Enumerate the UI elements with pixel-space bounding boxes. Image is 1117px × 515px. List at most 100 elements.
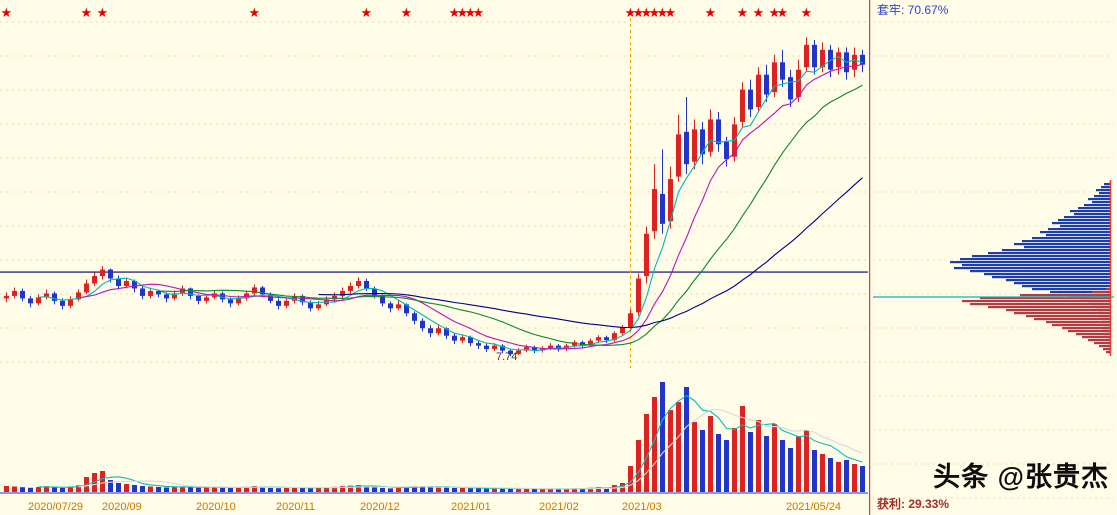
volume-bar	[164, 487, 169, 492]
volume-bar	[52, 487, 57, 492]
candle-body	[132, 281, 137, 289]
volume-bar	[348, 485, 353, 492]
chip-bar-trapped	[984, 273, 1110, 276]
candle-body	[196, 295, 201, 301]
chip-bar-profit	[1034, 318, 1110, 321]
chip-bar-trapped	[1002, 249, 1110, 252]
candle-body	[20, 290, 25, 299]
chip-bar-profit	[1092, 291, 1110, 294]
candle-body	[12, 290, 17, 296]
signal-star: ★	[777, 6, 789, 21]
volume-bar	[196, 487, 201, 492]
panel-separator-line	[869, 0, 871, 515]
candle-body	[60, 300, 65, 306]
chip-bar-profit	[1046, 321, 1110, 324]
candle-body	[404, 304, 409, 314]
volume-bar	[652, 397, 657, 492]
candle-body	[380, 295, 385, 304]
volume-bar	[12, 486, 17, 492]
candle-body	[92, 276, 97, 284]
signal-star: ★	[449, 6, 461, 21]
volume-bar	[108, 480, 113, 492]
volume-bar	[700, 430, 705, 492]
volume-bar	[500, 488, 505, 492]
chip-bar-trapped	[992, 276, 1110, 279]
chip-bar-trapped	[1092, 201, 1110, 204]
axis-date-label: 2020/12	[360, 501, 400, 513]
candle-body	[164, 294, 169, 299]
chip-bar-trapped	[1032, 237, 1110, 240]
signal-star: ★	[1, 6, 13, 21]
candle-body	[668, 179, 673, 222]
candle-body	[124, 281, 129, 286]
volume-bar	[276, 488, 281, 492]
chip-bar-profit	[970, 303, 1110, 306]
candle-body	[708, 119, 713, 152]
chip-bar-trapped	[988, 252, 1110, 255]
volume-bar	[860, 466, 865, 492]
volume-bar	[332, 486, 337, 492]
volume-bar	[668, 410, 673, 492]
chip-bar-trapped	[1074, 213, 1110, 216]
chip-bar-profit	[1076, 333, 1110, 336]
candle-body	[284, 300, 289, 306]
chip-bar-trapped	[1014, 282, 1110, 285]
signal-star: ★	[705, 6, 717, 21]
candle-body	[316, 304, 321, 309]
chip-bar-trapped	[962, 264, 1110, 267]
volume-bar	[772, 424, 777, 492]
volume-bar	[724, 440, 729, 492]
candle-body	[420, 320, 425, 329]
axis-date-label: 2021/02	[539, 501, 579, 513]
volume-bar	[244, 486, 249, 492]
candle-body	[116, 278, 121, 286]
ma-line-5	[38, 56, 863, 352]
candle-body	[396, 304, 401, 309]
chip-bar-profit	[1026, 315, 1110, 318]
volume-bar	[268, 487, 273, 492]
signal-star: ★	[657, 6, 669, 21]
signal-star: ★	[457, 6, 469, 21]
signal-star: ★	[625, 6, 637, 21]
volume-bar	[844, 460, 849, 492]
chip-bar-trapped	[1101, 186, 1110, 189]
signal-star: ★	[633, 6, 645, 21]
candle-body	[332, 295, 337, 300]
chip-bar-trapped	[1070, 210, 1110, 213]
candle-body	[604, 337, 609, 341]
candle-body	[860, 54, 865, 65]
volume-bar	[580, 488, 585, 492]
candle-body	[364, 281, 369, 289]
chip-bar-trapped	[1078, 207, 1110, 210]
volume-bar	[124, 484, 129, 492]
volume-bar	[228, 488, 233, 492]
signal-star: ★	[249, 6, 261, 21]
chip-bar-profit	[1094, 342, 1110, 345]
candle-body	[492, 345, 497, 350]
candle-body	[516, 350, 521, 355]
candle-body	[156, 290, 161, 295]
volume-bar	[764, 436, 769, 492]
chip-bar-profit	[1099, 345, 1110, 348]
chip-bar-trapped	[1058, 219, 1110, 222]
volume-bar	[260, 487, 265, 492]
volume-bar	[68, 486, 73, 492]
axis-date-label: 2021/03	[622, 501, 662, 513]
chip-bar-trapped	[1050, 291, 1110, 294]
volume-bar	[292, 487, 297, 492]
volume-bar	[780, 440, 785, 492]
candle-body	[508, 350, 513, 355]
volume-bar	[716, 434, 721, 492]
chip-bar-profit	[980, 297, 1110, 300]
volume-bar	[628, 466, 633, 492]
candle-body	[68, 299, 73, 306]
volume-bar	[820, 454, 825, 492]
candle-body	[812, 44, 817, 68]
volume-bar	[340, 486, 345, 492]
chip-bar-trapped	[1022, 240, 1110, 243]
candle-body	[548, 345, 553, 349]
volume-bar	[692, 422, 697, 492]
candle-body	[228, 299, 233, 304]
candle-body	[532, 347, 537, 351]
volume-bar	[444, 487, 449, 492]
